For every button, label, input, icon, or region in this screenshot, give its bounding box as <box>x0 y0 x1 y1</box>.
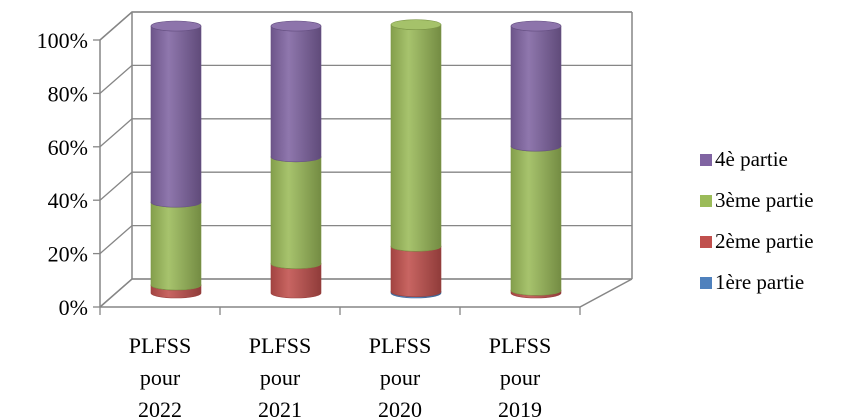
bar-segment-cap <box>510 20 562 32</box>
gridline <box>99 278 632 308</box>
legend-label: 4è partie <box>715 147 788 171</box>
legend: 4è partie 3ème partie 2ème partie 1ère part… <box>700 147 814 294</box>
legend-label: 1ère partie <box>715 270 804 294</box>
bar-segment <box>510 146 562 296</box>
legend-swatch <box>700 236 712 248</box>
bar-segment-cap <box>270 20 322 32</box>
bar-group <box>510 20 562 299</box>
bar-segment <box>150 202 202 291</box>
gridline <box>99 118 632 148</box>
legend-swatch <box>700 154 712 166</box>
x-tick-label: PLFSS pour 2021 <box>249 333 311 420</box>
bar-group <box>270 20 322 299</box>
gridline <box>99 224 632 255</box>
bar-segment <box>510 25 562 152</box>
legend-label: 3ème partie <box>715 188 814 212</box>
legend-swatch <box>700 195 712 207</box>
y-tick-label: 80% <box>48 81 88 106</box>
bar-segment <box>390 24 442 252</box>
bar-group <box>390 19 442 299</box>
y-tick-label: 100% <box>37 28 88 53</box>
bar-segment-cap <box>390 19 442 30</box>
bar-segment <box>390 246 442 297</box>
x-tick-label: PLFSS pour 2020 <box>369 333 431 420</box>
bar-segment <box>150 25 202 208</box>
bar-segment <box>270 25 322 163</box>
gridline <box>99 171 632 201</box>
y-tick-label: 60% <box>48 135 88 160</box>
y-tick-label: 40% <box>48 188 88 213</box>
bar-segment <box>270 156 322 269</box>
y-tick-label: 0% <box>59 295 88 320</box>
legend-swatch <box>700 277 712 289</box>
gridline <box>99 64 632 94</box>
legend-label: 2ème partie <box>715 229 814 253</box>
x-tick-label: PLFSS pour 2022 <box>129 333 191 420</box>
y-tick-label: 20% <box>48 242 88 267</box>
gridline <box>99 11 632 41</box>
x-tick-label: PLFSS pour 2019 <box>489 333 551 420</box>
bar-group <box>150 20 202 299</box>
bar-segment-cap <box>150 20 202 32</box>
